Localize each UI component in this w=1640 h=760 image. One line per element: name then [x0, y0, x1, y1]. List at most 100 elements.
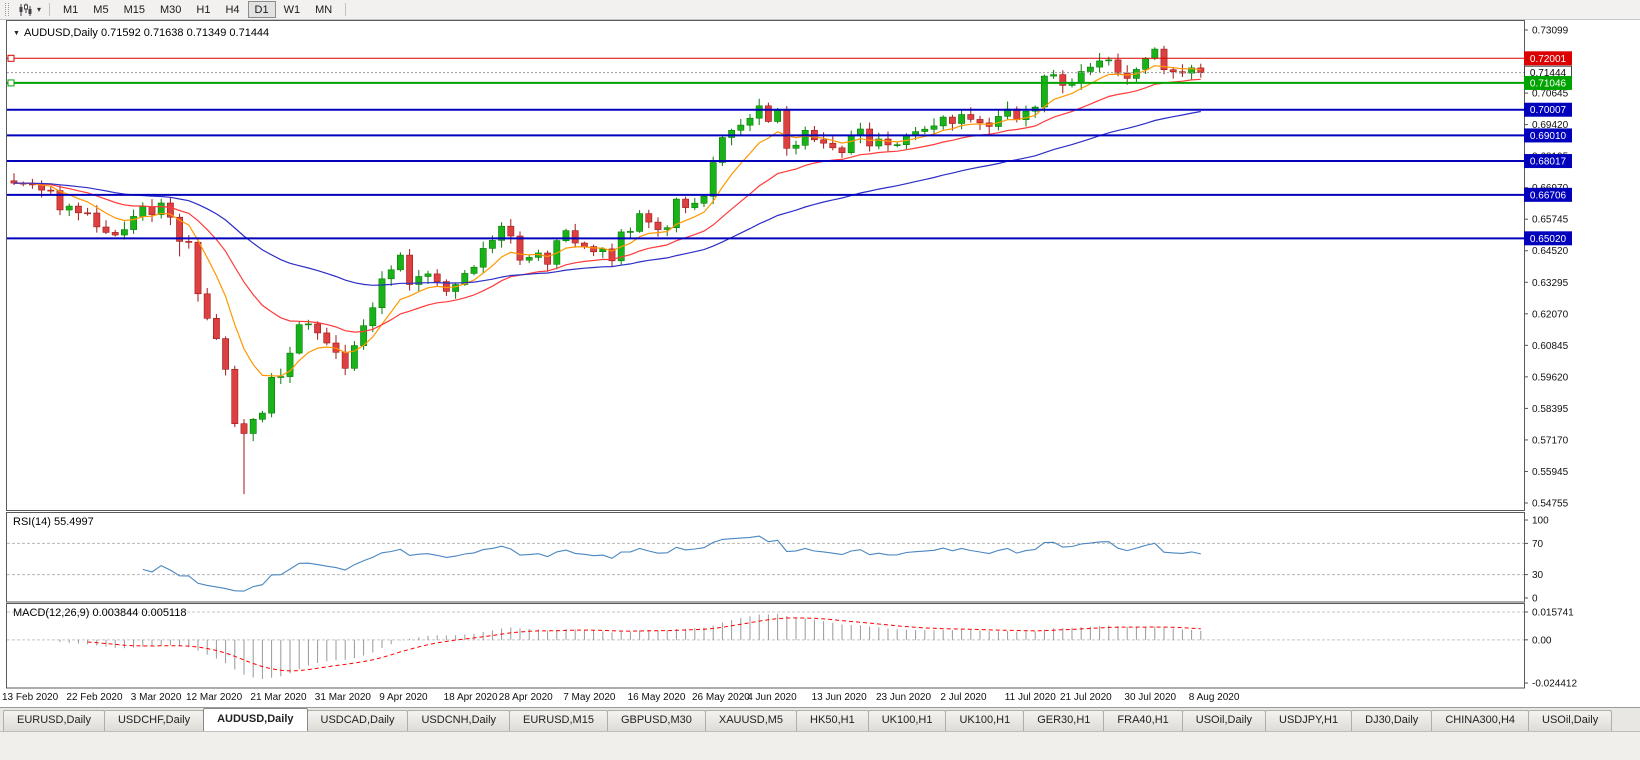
- candle: [709, 162, 717, 197]
- candle: [930, 125, 938, 130]
- candle: [948, 116, 956, 124]
- chart-tab-usdjpy-h1[interactable]: USDJPY,H1: [1265, 710, 1353, 731]
- candle: [691, 202, 699, 208]
- chart-tab-uk100-h1[interactable]: UK100,H1: [945, 710, 1025, 731]
- candle: [608, 248, 616, 262]
- candle: [1114, 59, 1122, 74]
- main-chart-canvas[interactable]: 0.730990.718740.706450.694200.681950.669…: [0, 20, 1640, 512]
- candle: [1160, 48, 1168, 71]
- macd-axis-label: 0.015741: [1532, 608, 1574, 619]
- price-axis-label: 0.62070: [1532, 309, 1569, 320]
- candle: [249, 418, 257, 434]
- timeframe-m30-button[interactable]: M30: [153, 1, 188, 18]
- price-tag: [1524, 154, 1572, 169]
- date-axis-label: 8 Aug 2020: [1188, 692, 1240, 703]
- line-anchor-handle[interactable]: [7, 79, 15, 87]
- price-axis-label: 0.59620: [1532, 372, 1569, 383]
- macd-chart-canvas[interactable]: 0.015741 0.00 -0.024412: [0, 603, 1640, 690]
- timeframe-mn-button[interactable]: MN: [308, 1, 339, 18]
- date-axis-label: 23 Jun 2020: [876, 692, 932, 703]
- price-axis-label: 0.54755: [1532, 499, 1569, 510]
- candle: [1041, 75, 1048, 108]
- date-axis-label: 26 May 2020: [692, 692, 750, 703]
- price-axis-label: 0.58395: [1532, 404, 1569, 415]
- candle: [682, 198, 689, 208]
- timeframe-buttons: M1 M5 M15 M30 H1 H4 D1 W1 MN: [56, 1, 339, 18]
- chart-type-dropdown-caret[interactable]: ▾: [37, 5, 42, 14]
- chart-tab-china300-h4[interactable]: CHINA300,H4: [1431, 710, 1530, 731]
- chart-tab-dj30-daily[interactable]: DJ30,Daily: [1351, 710, 1433, 731]
- chart-tab-usdcad-daily[interactable]: USDCAD,Daily: [306, 710, 409, 731]
- candle: [1059, 74, 1067, 86]
- candle: [645, 213, 653, 223]
- date-axis-label: 7 May 2020: [563, 692, 616, 703]
- chart-tab-usdchf-daily[interactable]: USDCHF,Daily: [103, 710, 205, 731]
- moving-average-medium-line: [13, 78, 1201, 333]
- candle: [415, 276, 423, 285]
- candle: [139, 206, 147, 217]
- candle: [387, 269, 395, 280]
- date-axis[interactable]: 13 Feb 2020 22 Feb 2020 3 Mar 2020 12 Mar 2…: [0, 689, 1640, 707]
- date-axis-label: 9 Apr 2020: [379, 692, 428, 703]
- price-tag: [1524, 187, 1572, 202]
- date-axis-label: 4 Jun 2020: [747, 692, 797, 703]
- candle: [626, 231, 634, 233]
- line-anchor-handle[interactable]: [7, 54, 15, 62]
- toolbar-grip[interactable]: [5, 3, 9, 16]
- price-axis-label: 0.55945: [1532, 467, 1569, 478]
- price-tag: [1524, 128, 1572, 143]
- price-tag-label: 0.68017: [1530, 157, 1567, 168]
- rsi-chart-canvas[interactable]: 100 70 30 0: [0, 512, 1640, 605]
- candle: [424, 273, 432, 277]
- candle: [111, 232, 119, 236]
- chart-tab-xauusd-m5[interactable]: XAUUSD,M5: [704, 710, 798, 731]
- chart-tab-fra40-h1[interactable]: FRA40,H1: [1103, 710, 1183, 731]
- chart-tabs: EURUSD,Daily USDCHF,Daily AUDUSD,Daily USDC…: [0, 707, 1640, 731]
- candle: [728, 130, 735, 138]
- price-axis-label: 0.60845: [1532, 341, 1569, 352]
- candle: [1197, 67, 1205, 74]
- candle: [507, 225, 515, 237]
- timeframe-h4-button[interactable]: H4: [218, 1, 246, 18]
- price-axis-label: 0.64520: [1532, 246, 1569, 257]
- date-axis-label: 28 Apr 2020: [498, 692, 553, 703]
- candle: [755, 105, 763, 119]
- candle: [1087, 66, 1094, 72]
- candle: [599, 248, 607, 252]
- candle: [774, 109, 781, 122]
- chart-tab-uk100-h1[interactable]: UK100,H1: [867, 710, 947, 731]
- timeframe-w1-button[interactable]: W1: [277, 1, 308, 18]
- date-axis-label: 16 May 2020: [627, 692, 686, 703]
- chart-tab-eurusd-m15[interactable]: EURUSD,M15: [509, 710, 608, 731]
- candlestick-chart-icon: [19, 3, 32, 16]
- rsi-axis-label: 0: [1532, 594, 1538, 604]
- chart-type-button[interactable]: [15, 1, 35, 18]
- chart-tab-ger30-h1[interactable]: GER30,H1: [1023, 710, 1105, 731]
- main-chart-panel: 0.730990.718740.706450.694200.681950.669…: [0, 20, 1640, 512]
- rsi-title: RSI(14) 55.4997: [13, 516, 94, 528]
- chart-tab-eurusd-daily[interactable]: EURUSD,Daily: [3, 710, 105, 731]
- candle: [479, 248, 487, 268]
- chart-tab-usdcnh-daily[interactable]: USDCNH,Daily: [407, 710, 511, 731]
- chart-tab-hk50-h1[interactable]: HK50,H1: [796, 710, 869, 731]
- candle: [498, 225, 505, 241]
- candle: [875, 138, 883, 147]
- date-axis-label: 12 Mar 2020: [186, 692, 243, 703]
- timeframe-m1-button[interactable]: M1: [56, 1, 85, 18]
- candle: [323, 332, 331, 344]
- chart-tab-gbpusd-m30[interactable]: GBPUSD,M30: [606, 710, 706, 731]
- candle: [921, 128, 929, 132]
- timeframe-h1-button[interactable]: H1: [189, 1, 217, 18]
- panel-divider[interactable]: [0, 510, 1524, 514]
- chart-tab-usoil-daily[interactable]: USOil,Daily: [1181, 710, 1267, 731]
- candle: [461, 273, 469, 285]
- chart-tab-usoil-daily[interactable]: USOil,Daily: [1528, 710, 1613, 731]
- timeframe-d1-button[interactable]: D1: [247, 1, 276, 18]
- price-tag-label: 0.71444: [1530, 68, 1567, 79]
- timeframe-m15-button[interactable]: M15: [117, 1, 152, 18]
- chart-tab-audusd-daily[interactable]: AUDUSD,Daily: [203, 708, 308, 731]
- timeframe-m5-button[interactable]: M5: [86, 1, 115, 18]
- candle: [516, 235, 524, 261]
- chart-title-marker: ▼: [13, 29, 20, 37]
- panel-divider[interactable]: [0, 601, 1524, 605]
